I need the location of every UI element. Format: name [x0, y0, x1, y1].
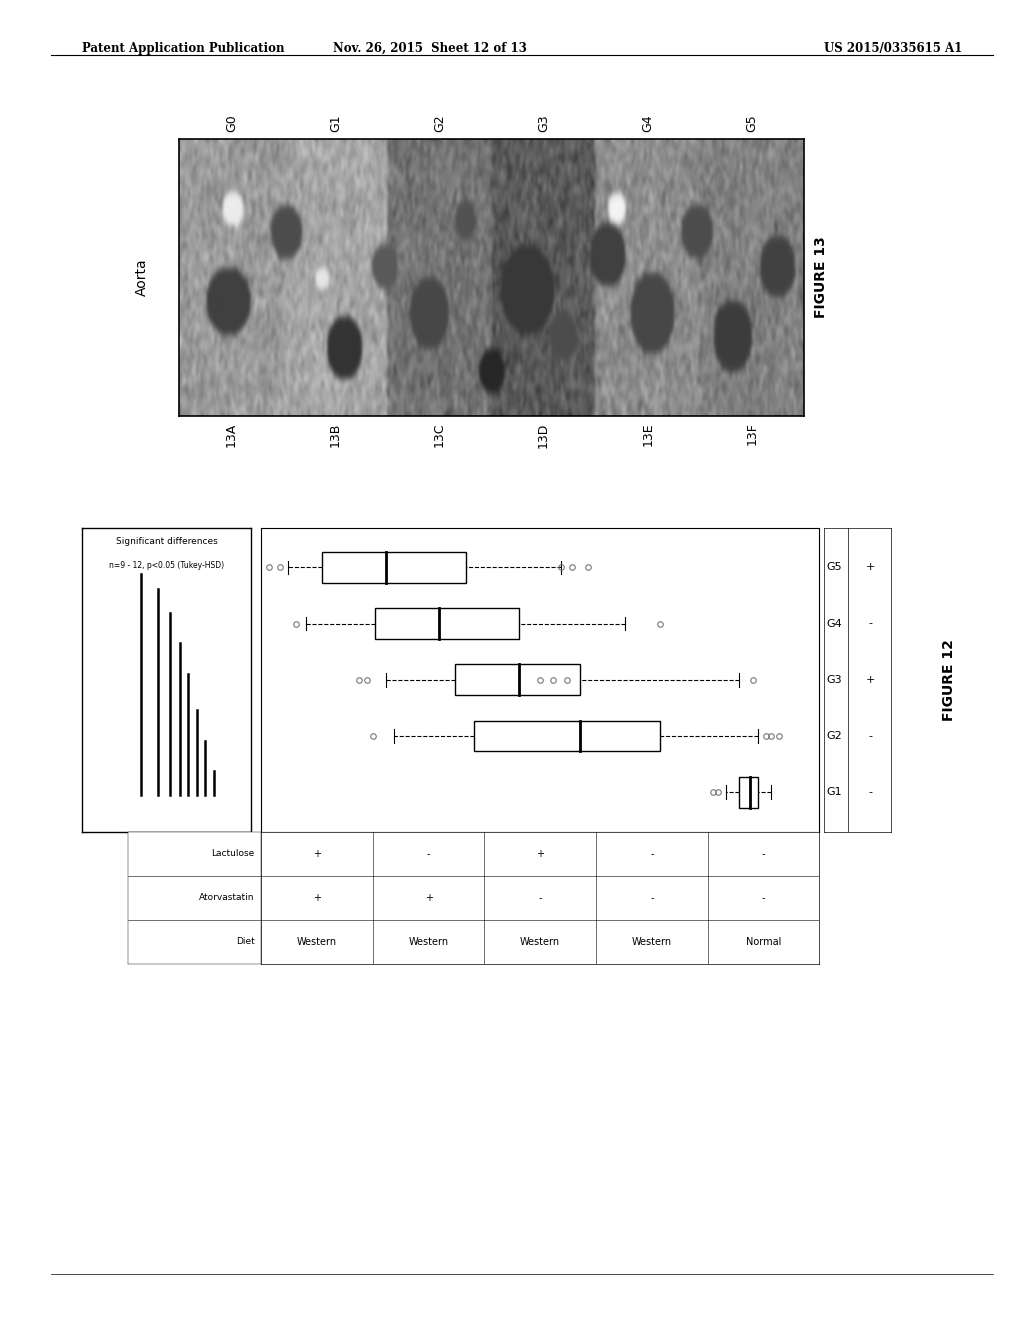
Text: +: +: [425, 892, 432, 903]
Text: -: -: [869, 731, 872, 741]
Text: -: -: [869, 619, 872, 628]
Text: Atorvastatin: Atorvastatin: [200, 894, 256, 902]
Text: -: -: [427, 849, 430, 858]
Text: -: -: [539, 892, 542, 903]
Text: 13C: 13C: [433, 422, 446, 447]
Text: 13A: 13A: [224, 422, 238, 446]
Text: FIGURE 12: FIGURE 12: [942, 639, 956, 721]
Text: Significant differences: Significant differences: [116, 537, 217, 546]
Text: G1: G1: [329, 115, 342, 132]
Text: Diet: Diet: [237, 937, 256, 946]
Text: -: -: [650, 892, 653, 903]
Text: G4: G4: [641, 115, 654, 132]
Text: Western: Western: [632, 937, 672, 946]
Text: US 2015/0335615 A1: US 2015/0335615 A1: [824, 42, 963, 55]
Bar: [474, 721, 659, 751]
Text: +: +: [313, 892, 321, 903]
Text: 13E: 13E: [641, 422, 654, 446]
Bar: [739, 776, 758, 808]
Text: +: +: [866, 675, 876, 685]
Text: 13B: 13B: [329, 422, 342, 446]
Text: +: +: [313, 849, 321, 858]
Text: 13F: 13F: [745, 422, 759, 445]
Text: 13D: 13D: [537, 422, 550, 447]
Text: Aorta: Aorta: [134, 259, 148, 296]
Text: n=9 - 12, p<0.05 (Tukey-HSD): n=9 - 12, p<0.05 (Tukey-HSD): [109, 561, 224, 570]
Text: G2: G2: [826, 731, 842, 741]
Text: G2: G2: [433, 115, 446, 132]
Text: Nov. 26, 2015  Sheet 12 of 13: Nov. 26, 2015 Sheet 12 of 13: [333, 42, 527, 55]
Bar: [376, 609, 519, 639]
Text: Patent Application Publication: Patent Application Publication: [82, 42, 285, 55]
Text: Western: Western: [520, 937, 560, 946]
Text: Normal: Normal: [745, 937, 781, 946]
Bar: [455, 664, 580, 696]
Text: G3: G3: [537, 115, 550, 132]
Text: -: -: [762, 892, 765, 903]
Text: +: +: [537, 849, 544, 858]
Text: Diet: Diet: [236, 937, 254, 946]
Text: Western: Western: [409, 937, 449, 946]
Text: G0: G0: [224, 115, 238, 132]
Text: Western: Western: [297, 937, 337, 946]
Text: -: -: [762, 849, 765, 858]
Bar: [323, 552, 466, 583]
X-axis label: Lipid area ratio: Lipid area ratio: [498, 869, 583, 878]
Text: Atorvastatin: Atorvastatin: [199, 894, 254, 902]
Text: G1: G1: [826, 787, 842, 797]
Text: -: -: [650, 849, 653, 858]
Text: -: -: [869, 787, 872, 797]
Text: G5: G5: [745, 115, 759, 132]
Text: Lactulose: Lactulose: [212, 849, 256, 858]
Text: G4: G4: [826, 619, 842, 628]
Text: G5: G5: [826, 562, 842, 573]
Text: FIGURE 13: FIGURE 13: [814, 236, 828, 318]
Text: +: +: [866, 562, 876, 573]
Text: G3: G3: [826, 675, 842, 685]
Text: Lactulose: Lactulose: [211, 849, 254, 858]
